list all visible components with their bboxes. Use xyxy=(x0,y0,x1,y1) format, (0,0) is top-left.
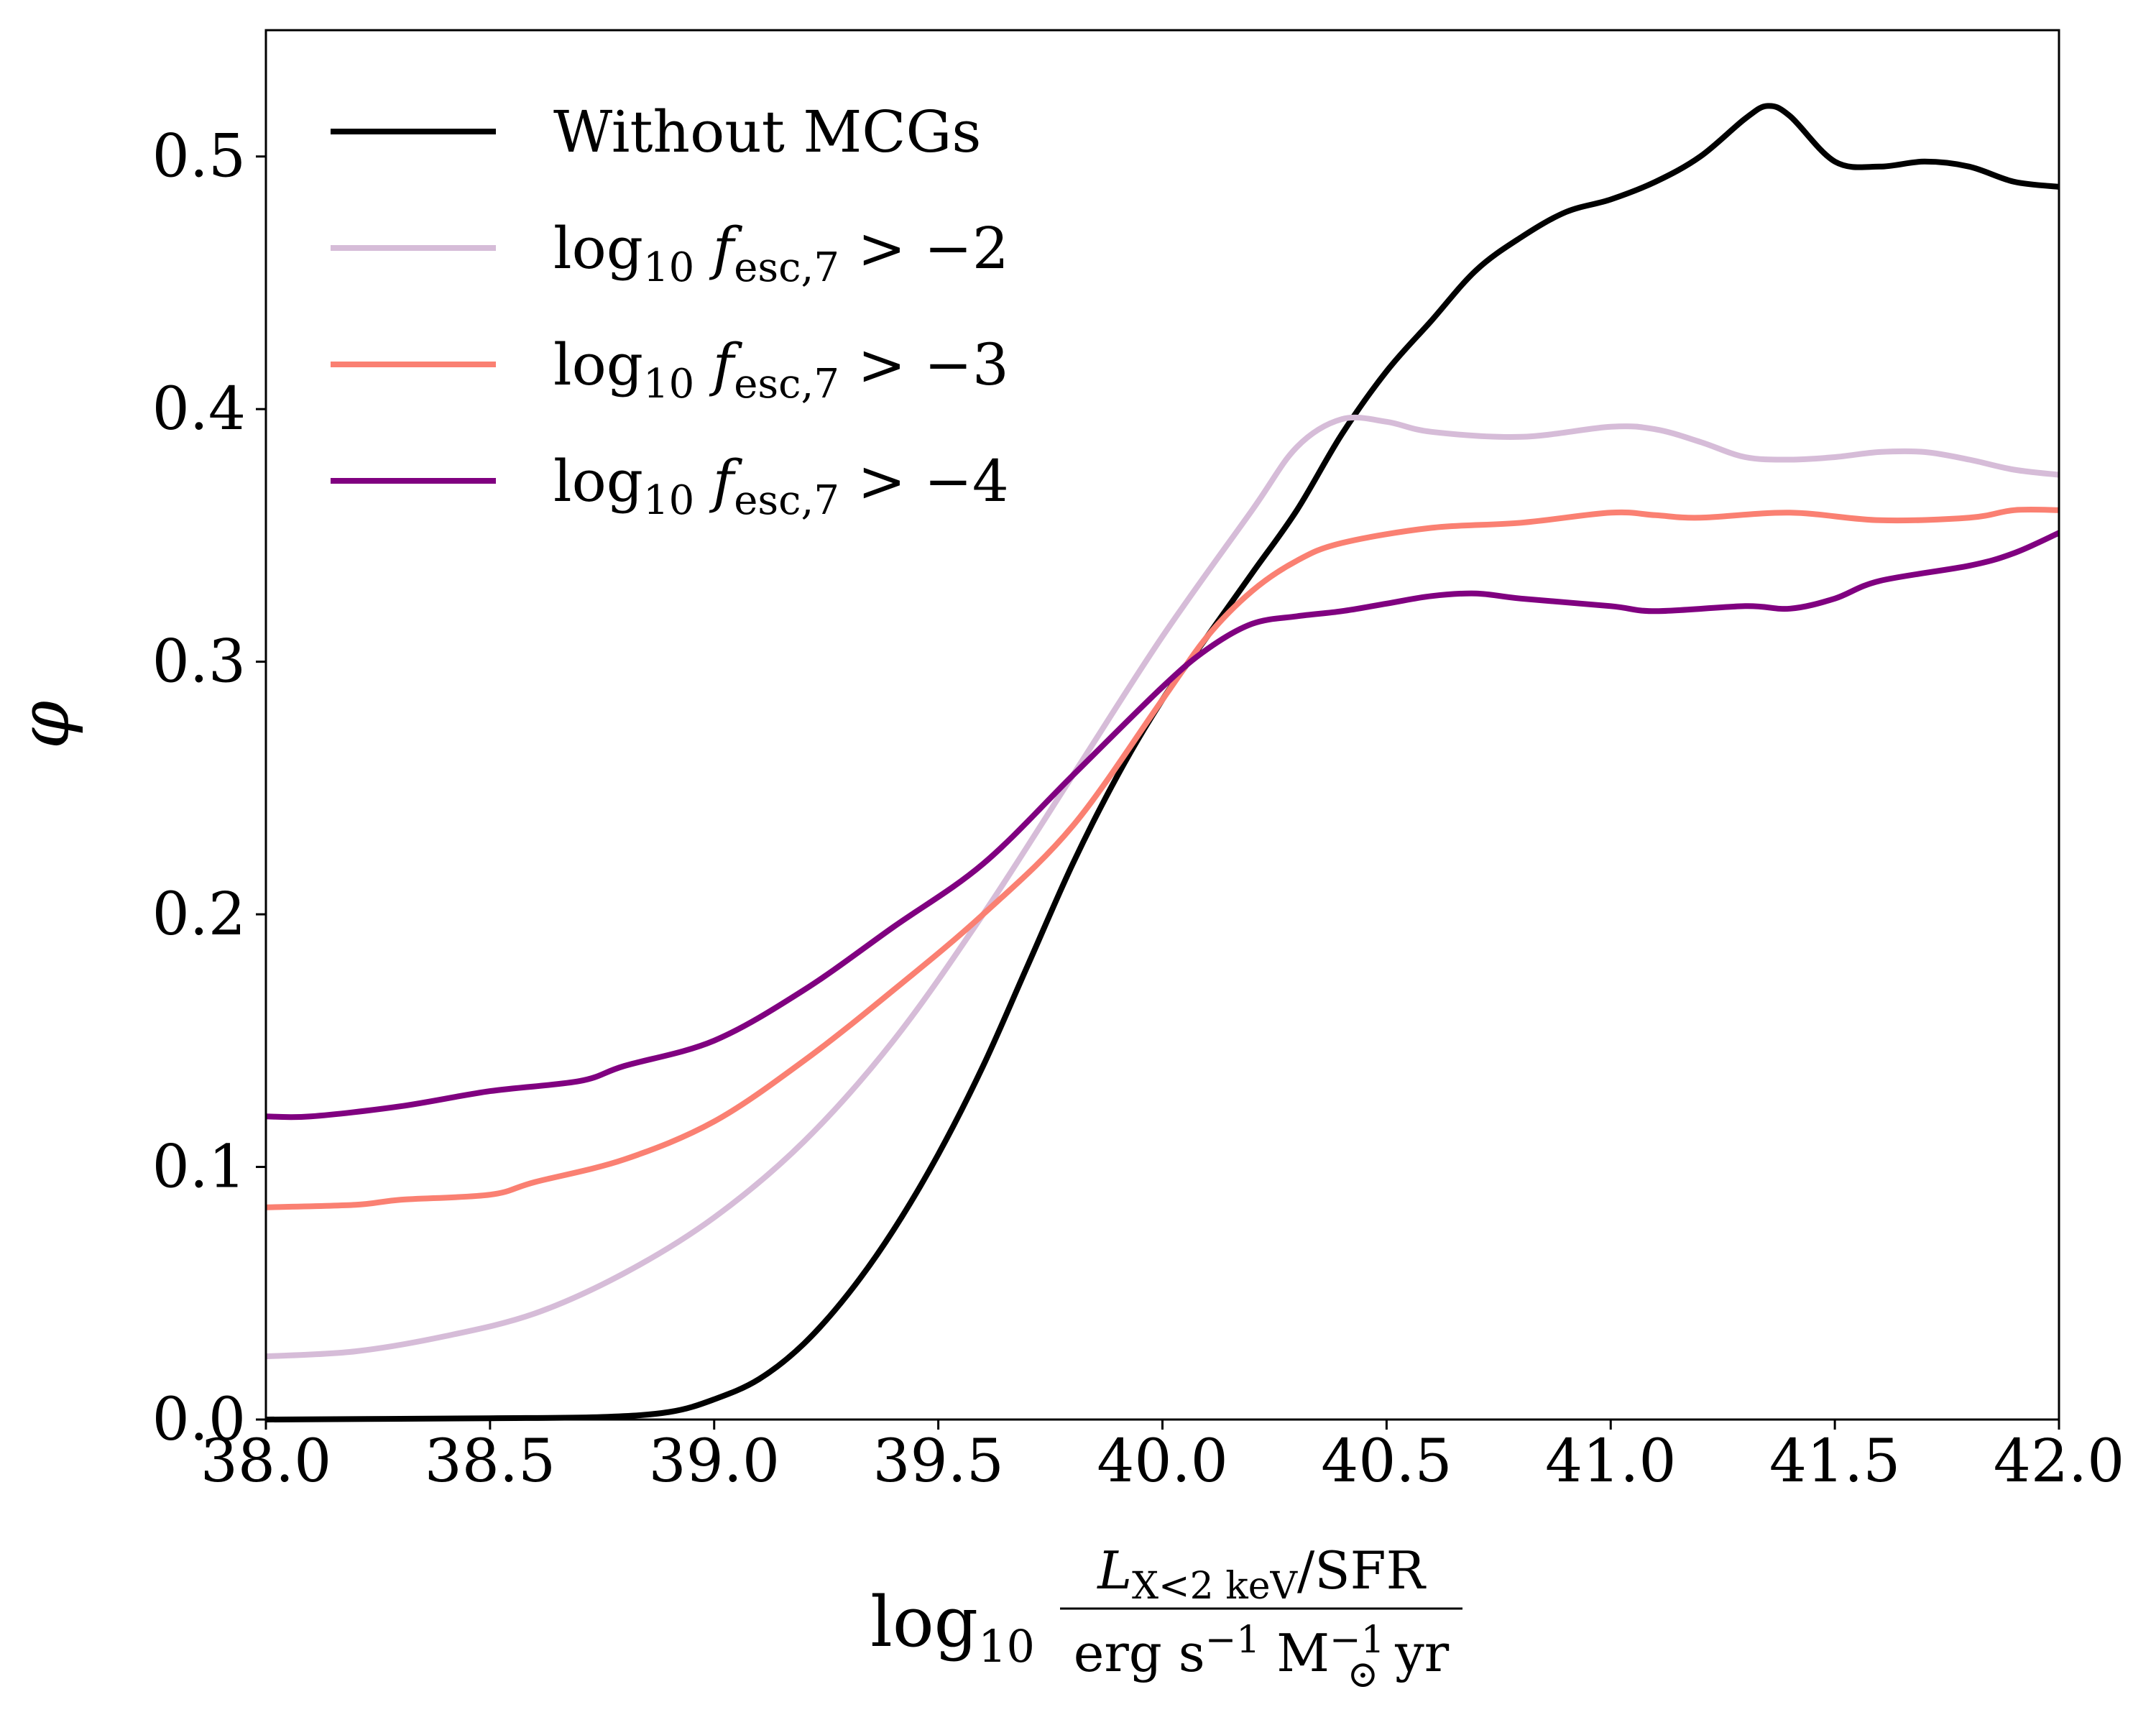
series-line-2 xyxy=(265,414,2060,1360)
series-line-4 xyxy=(265,530,2060,1121)
y-tick-label: 0.1 xyxy=(152,1133,246,1202)
y-tick-label: 0.5 xyxy=(152,123,246,191)
legend-label-3: log10 fesc,7 > −3 xyxy=(553,331,1009,408)
y-axis-label: φ xyxy=(4,701,85,749)
y-tick-label: 0.0 xyxy=(152,1386,246,1454)
x-axis-label-denominator: erg s−1 M−1 ⊙ yr xyxy=(1074,1619,1450,1696)
legend-label-1: Without MCGs xyxy=(553,98,981,165)
x-tick-label: 38.0 xyxy=(201,1427,332,1496)
plot-frame xyxy=(264,29,2060,1421)
x-tick-label: 41.5 xyxy=(1769,1427,1901,1496)
legend-label-4: log10 fesc,7 > −4 xyxy=(553,448,1009,524)
legend-label-2: log10 fesc,7 > −2 xyxy=(553,215,1009,291)
x-tick-label: 41.0 xyxy=(1545,1427,1677,1496)
series-line-3 xyxy=(265,507,2060,1210)
x-tick-label: 42.0 xyxy=(1994,1427,2125,1496)
y-tick-label: 0.3 xyxy=(152,628,246,696)
x-axis-label: log10 LX<2 keV/SFR erg s−1 M−1 ⊙ yr xyxy=(870,1540,1462,1696)
series-line-1 xyxy=(265,103,2060,1422)
legend: Without MCGs log10 fesc,7 > −2 log10 fesc,… xyxy=(331,98,1009,524)
series-layer xyxy=(265,103,2060,1422)
x-tick-label: 39.0 xyxy=(648,1427,780,1496)
y-tick-label: 0.2 xyxy=(152,880,246,949)
x-axis-label-prefix: log10 xyxy=(870,1582,1035,1673)
x-tick-label: 39.5 xyxy=(872,1427,1004,1496)
x-tick-label: 40.0 xyxy=(1097,1427,1228,1496)
x-tick-label: 38.5 xyxy=(425,1427,556,1496)
x-tick-label: 40.5 xyxy=(1321,1427,1452,1496)
x-axis: 38.0 38.5 39.0 39.5 40.0 40.5 41.0 41.5 42.0 xyxy=(201,1420,2125,1496)
x-axis-label-numerator: LX<2 keV/SFR xyxy=(1096,1540,1426,1608)
y-axis: 0.0 0.1 0.2 0.3 0.4 0.5 xyxy=(152,123,266,1454)
y-tick-label: 0.4 xyxy=(152,375,246,443)
